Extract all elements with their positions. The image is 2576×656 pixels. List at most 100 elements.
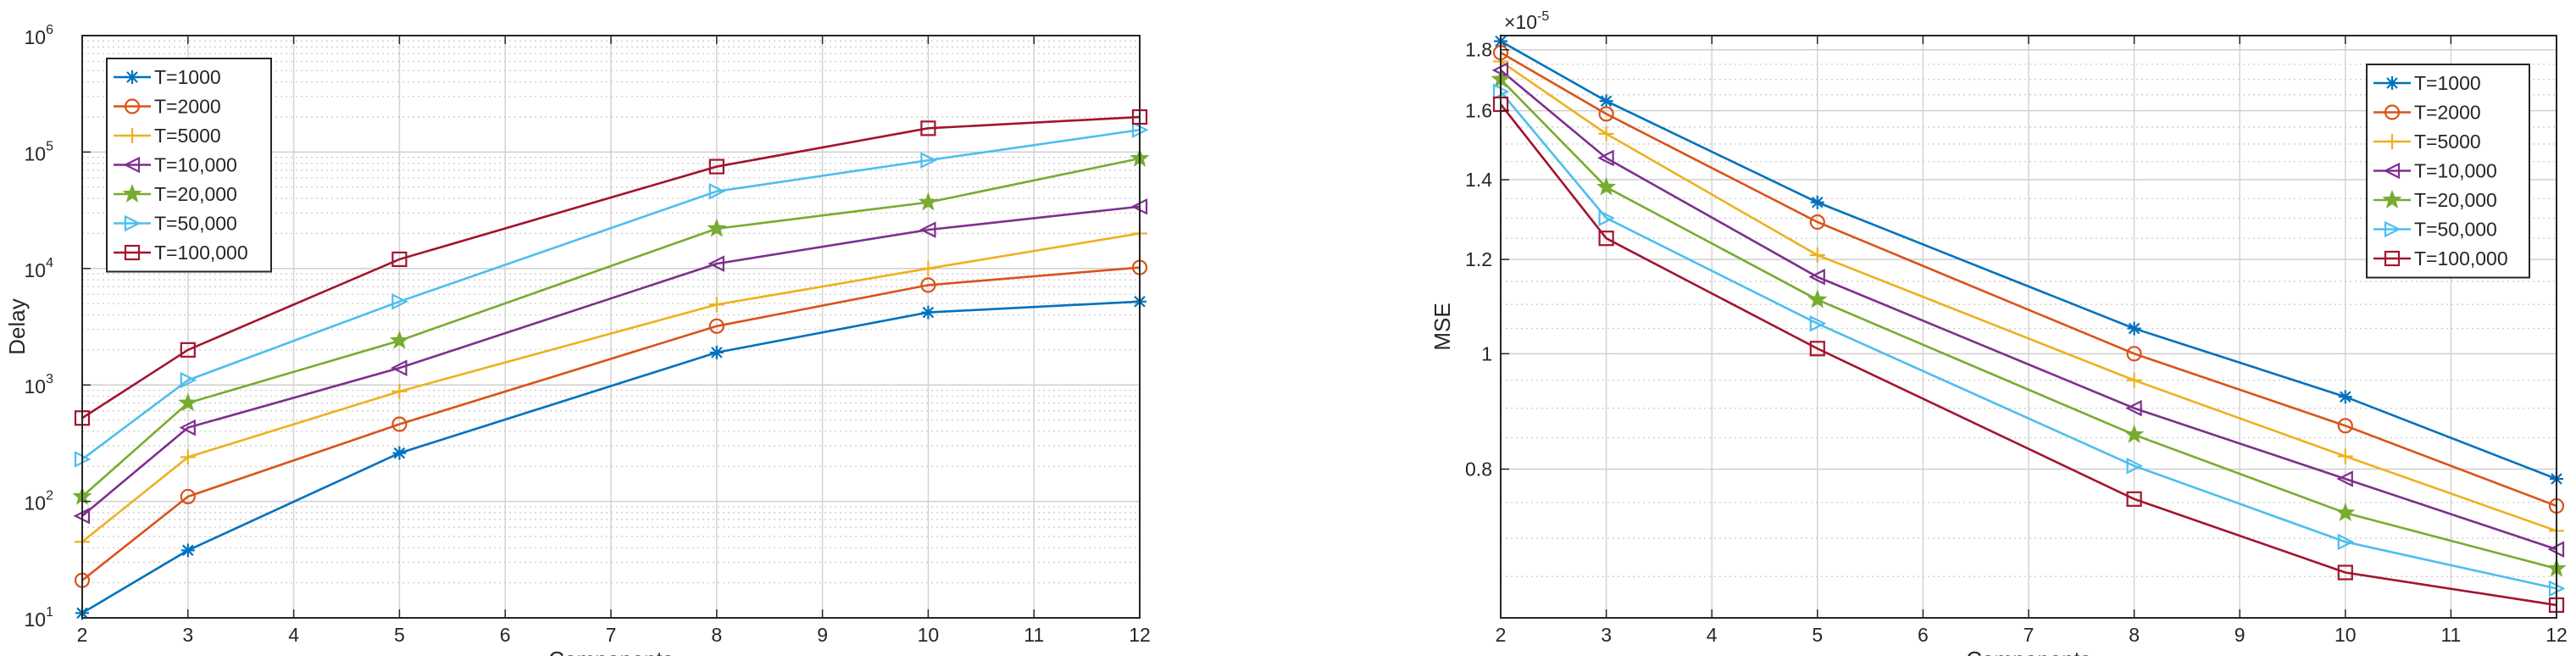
y-tick-base: 10: [25, 375, 47, 397]
data-point: [2337, 448, 2353, 464]
data-point: [1598, 125, 1614, 142]
legend-marker: [2383, 162, 2401, 180]
y-tick-label: 1.2: [1465, 248, 1492, 270]
legend-item: T=100,000: [2373, 247, 2508, 270]
x-tick-label: 8: [711, 624, 722, 646]
data-point: [2126, 372, 2142, 388]
series-line: [81, 205, 1141, 517]
x-tick-label: 12: [2545, 624, 2568, 646]
y-axis-label: Delay: [4, 298, 30, 354]
x-tick-label: 5: [1812, 624, 1823, 646]
x-tick-label: 2: [1496, 624, 1507, 646]
x-tick-label: 3: [1601, 624, 1612, 646]
y-axis: 0.8 1 1.2 1.4 1.6 1.8: [1465, 39, 1509, 480]
legend-item: T=10,000: [114, 154, 237, 176]
data-point: [2126, 457, 2144, 475]
legend-marker: [2384, 104, 2401, 120]
y-tick-exponent: 3: [46, 372, 53, 386]
legend-item: T=20,000: [114, 183, 237, 205]
y-tick-exponent: 5: [46, 139, 53, 153]
data-point: [2337, 533, 2355, 551]
legend-label: T=1000: [2414, 72, 2481, 94]
legend-item: T=1000: [2373, 72, 2481, 94]
data-point: [1810, 195, 1824, 209]
legend-item: T=2000: [2373, 102, 2481, 124]
x-tick-label: 2: [77, 624, 88, 646]
legend: T=1000 T=2000 T=5000 T=10,000 T=20,000 T=50,0…: [2366, 64, 2530, 279]
x-tick-label: 9: [817, 624, 828, 646]
y-axis-label: MSE: [1430, 303, 1455, 350]
data-point: [1598, 231, 1614, 247]
data-point: [1808, 269, 1825, 286]
legend-marker: [124, 244, 141, 261]
data-point: [1598, 209, 1616, 227]
data-point: [390, 359, 408, 376]
x-tick-label: 10: [2334, 624, 2357, 646]
data-point: [921, 305, 935, 320]
series-line: [1500, 60, 2557, 532]
x-tick-label: 6: [1918, 624, 1929, 646]
data-point: [391, 416, 408, 432]
y-tick-exponent: 2: [46, 489, 53, 503]
chart-2: 2 3 4 5 6 7 8 9 10 11 12 Components 0.8 1 1.2 1.4 1.6 1.8…: [1430, 9, 2568, 656]
legend-label: T=100,000: [2414, 247, 2508, 270]
data-point: [708, 158, 724, 175]
legend-item: T=1000: [114, 66, 221, 88]
y-tick-base: 10: [25, 142, 47, 164]
x-tick-label: 5: [394, 624, 405, 646]
series-line: [1500, 69, 2557, 551]
data-point: [1809, 214, 1825, 231]
data-point: [1807, 289, 1828, 309]
legend-item: T=5000: [114, 125, 221, 147]
data-point: [709, 345, 724, 359]
data-point: [1596, 176, 1617, 196]
series-line: [1500, 91, 2557, 590]
data-point: [1809, 247, 1825, 264]
y-tick-label: 103: [25, 372, 54, 397]
x-tick-label: 12: [1129, 624, 1151, 646]
y-tick-base: 10: [25, 492, 47, 514]
data-point: [2125, 399, 2142, 417]
data-point: [2337, 418, 2353, 434]
legend-marker: [2382, 189, 2402, 208]
legend-item: T=20,000: [2373, 189, 2497, 211]
data-point: [180, 371, 197, 389]
x-tick-label: 8: [2129, 624, 2140, 646]
y-tick-label: 104: [25, 256, 54, 281]
data-point: [391, 293, 408, 310]
series-t-50-000: [74, 121, 1149, 468]
y-tick-base: 10: [25, 26, 47, 48]
series-t-5000: [75, 225, 1147, 550]
y-tick-exponent: 6: [46, 23, 53, 37]
x-tick-label: 4: [288, 624, 299, 646]
y-tick-label: 1: [1481, 342, 1492, 364]
data-point: [2126, 491, 2142, 507]
data-point: [2336, 470, 2353, 487]
legend-item: T=50,000: [114, 213, 237, 235]
series-t-2000: [74, 259, 1148, 588]
legend-marker: [122, 183, 142, 203]
x-tick-label: 11: [2440, 624, 2461, 646]
x-axis-label: Components: [548, 647, 673, 656]
legend-marker: [124, 214, 142, 232]
data-point: [1597, 149, 1614, 167]
legend-label: T=20,000: [154, 183, 237, 205]
data-point: [2338, 390, 2352, 404]
y-multiplier-exponent: -5: [1537, 9, 1549, 24]
data-point: [2127, 321, 2141, 336]
data-point: [707, 218, 727, 237]
x-tick-label: 7: [606, 624, 617, 646]
x-axis-label: Components: [1966, 647, 2090, 656]
legend-label: T=2000: [154, 96, 221, 118]
legend-label: T=50,000: [154, 213, 237, 235]
legend-label: T=5000: [154, 125, 221, 147]
legend-item: T=100,000: [114, 242, 248, 264]
y-tick-exponent: 1: [46, 605, 53, 620]
legend-marker: [2384, 134, 2400, 149]
x-axis: 2 3 4 5 6 7 8 9 10 11 12: [1496, 36, 2568, 646]
legend-label: T=5000: [2414, 131, 2481, 153]
legend-label: T=20,000: [2414, 189, 2497, 211]
series-line: [81, 266, 1141, 581]
data-point: [919, 221, 936, 238]
